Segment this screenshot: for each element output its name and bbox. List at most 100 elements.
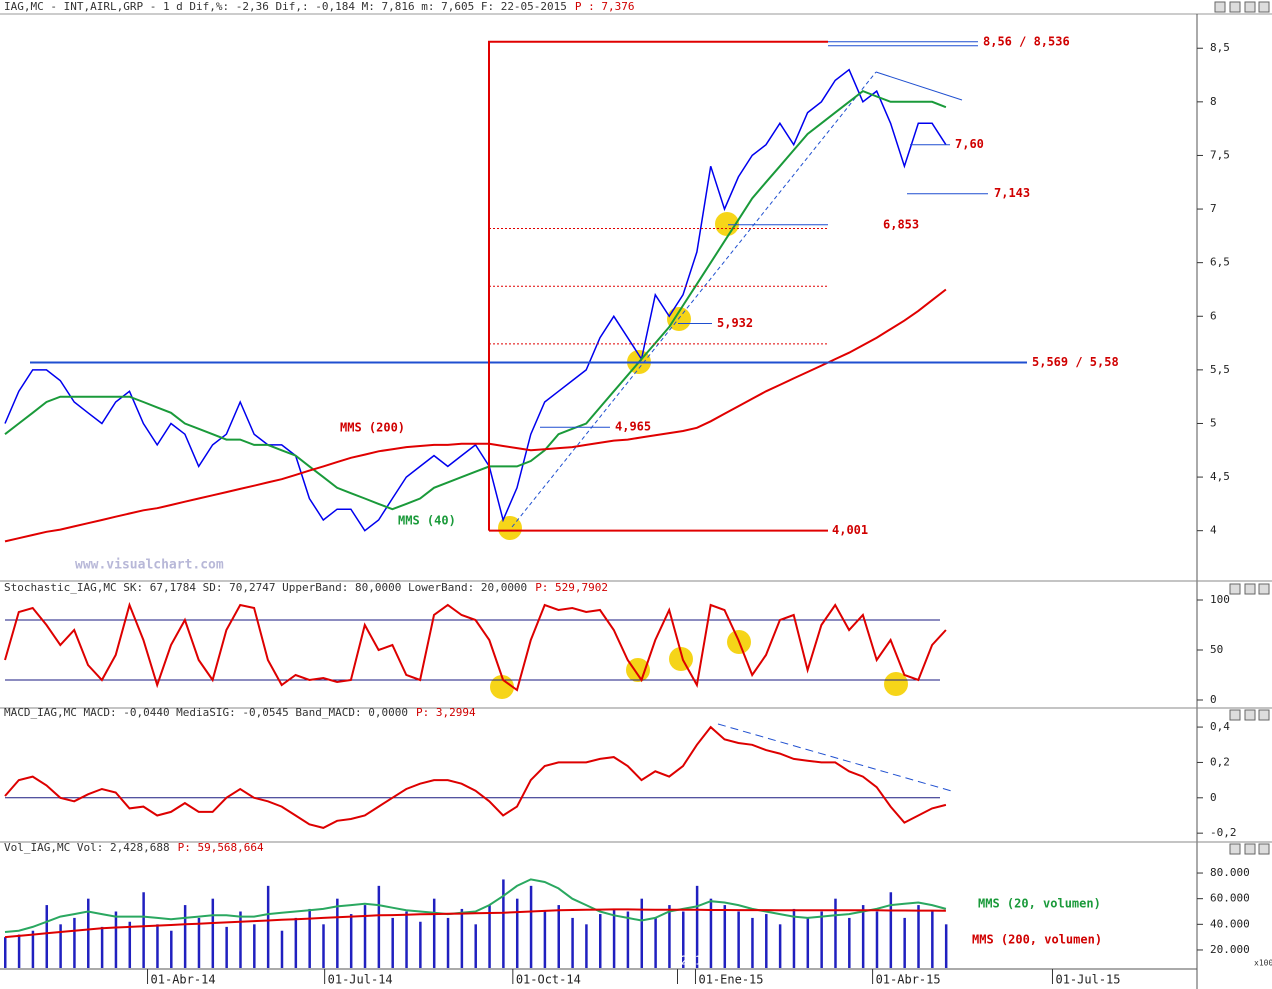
volume-bar <box>128 921 132 968</box>
volume-bar <box>529 885 533 968</box>
volume-bar <box>170 930 173 968</box>
button[interactable] <box>1258 709 1270 721</box>
y-tick-label: 0,2 <box>1210 755 1230 768</box>
volume-bar <box>792 908 796 968</box>
y-tick-label: 0 <box>1210 693 1217 706</box>
volume-bar <box>599 914 602 968</box>
button[interactable] <box>1244 843 1256 855</box>
y-tick-label: 5,5 <box>1210 363 1230 376</box>
y-tick-label: 100 <box>1210 593 1230 606</box>
panel-header-price: P: 529,7902 <box>535 581 608 594</box>
volume-bar <box>197 917 201 968</box>
button[interactable] <box>1258 583 1270 595</box>
panel-header: IAG,MC - INT,AIRL,GRP - 1 d Dif,%: -2,36… <box>4 0 567 13</box>
volume-bar <box>446 917 450 968</box>
volume-bar <box>875 911 879 968</box>
volume-bar <box>612 908 616 968</box>
legend-entry: MMS (20, volumen) <box>978 897 1101 911</box>
y-tick-label: 5 <box>1210 416 1217 429</box>
level-label: 5,932 <box>717 316 753 330</box>
volume-bar <box>474 924 477 968</box>
panel-header: Vol_IAG,MC Vol: 2,428,688 <box>4 841 170 854</box>
volume-bar <box>308 908 311 968</box>
series-label: MMS (200) <box>340 421 405 435</box>
series-label: MMS (40) <box>398 514 456 528</box>
volume-bar <box>737 911 740 968</box>
volume-bar <box>709 898 713 968</box>
y-tick-label: 8,5 <box>1210 41 1230 54</box>
y-tick-label: 50 <box>1210 643 1223 656</box>
range-box <box>488 40 828 531</box>
volume-bar <box>778 924 782 968</box>
button[interactable] <box>1258 843 1270 855</box>
y-tick-label: 60.000 <box>1210 892 1250 905</box>
button[interactable] <box>1214 1 1226 13</box>
y-tick-label: 6 <box>1210 309 1217 322</box>
volume-bar <box>723 905 727 968</box>
series-line <box>4 68 947 532</box>
panel-header: MACD_IAG,MC MACD: -0,0440 MediaSIG: -0,0… <box>4 706 408 719</box>
watermark: www.visualchart.com <box>75 558 224 573</box>
volume-bar <box>266 885 270 968</box>
volume-bar <box>225 926 228 968</box>
volume-bar <box>294 917 298 968</box>
button[interactable] <box>1244 583 1256 595</box>
legend-entry: MMS (200, volumen) <box>972 933 1102 947</box>
volume-bar <box>515 898 519 968</box>
x-tick-label: 01-Ene-15 <box>698 973 763 987</box>
volume-bar <box>682 911 685 968</box>
level-label: 4,001 <box>832 523 868 537</box>
y-tick-label: 8 <box>1210 95 1217 108</box>
y-tick-label: 4,5 <box>1210 470 1230 483</box>
volume-bar <box>4 937 7 968</box>
volume-bar <box>834 898 837 968</box>
button[interactable] <box>1229 583 1241 595</box>
level-label: 7,143 <box>994 186 1030 200</box>
y-tick-label: 0,4 <box>1210 720 1230 733</box>
volume-bar <box>391 917 394 968</box>
panel-header-price: P: 59,568,664 <box>178 841 264 854</box>
volume-bar <box>363 905 367 968</box>
volume-bar <box>889 892 893 968</box>
volume-bar <box>460 908 464 968</box>
y-tick-label: 6,5 <box>1210 256 1230 269</box>
volume-bar <box>322 924 325 968</box>
volume-bar <box>543 911 547 968</box>
unit-label: x100 <box>1254 959 1272 968</box>
volume-bar <box>336 898 339 968</box>
button[interactable] <box>1229 1 1241 13</box>
y-tick-label: -0,2 <box>1210 826 1237 839</box>
x-tick-label: 01-Oct-14 <box>516 973 581 987</box>
panel-header-price: P : 7,376 <box>575 0 635 13</box>
volume-bar <box>917 905 920 968</box>
volume-bar <box>806 917 810 968</box>
volume-bar <box>114 911 118 968</box>
button[interactable] <box>1229 843 1241 855</box>
series-line <box>4 601 947 692</box>
button[interactable] <box>1258 1 1270 13</box>
button[interactable] <box>1229 709 1241 721</box>
volume-bar <box>557 905 560 968</box>
volume-bar <box>211 898 215 968</box>
volume-bar <box>405 911 408 968</box>
x-tick-label: 01-Abr-14 <box>151 973 216 987</box>
volume-bar <box>239 911 242 968</box>
panel-header-price: P: 3,2994 <box>416 706 476 719</box>
volume-bar <box>903 917 906 968</box>
y-tick-label: 0 <box>1210 791 1217 804</box>
volume-bar <box>280 930 284 968</box>
volume-bar <box>640 898 644 968</box>
volume-bar <box>73 917 76 968</box>
x-tick-label: 2015 <box>680 954 709 968</box>
volume-bar <box>626 911 630 968</box>
volume-bar <box>156 924 159 968</box>
button[interactable] <box>1244 1 1256 13</box>
volume-bar <box>585 924 588 968</box>
volume-bar <box>861 905 865 968</box>
volume-bar <box>931 911 934 968</box>
window-buttons <box>1214 1 1270 855</box>
button[interactable] <box>1244 709 1256 721</box>
y-tick-label: 20.000 <box>1210 943 1250 956</box>
y-tick-label: 7,5 <box>1210 148 1230 161</box>
y-tick-label: 40.000 <box>1210 917 1250 930</box>
